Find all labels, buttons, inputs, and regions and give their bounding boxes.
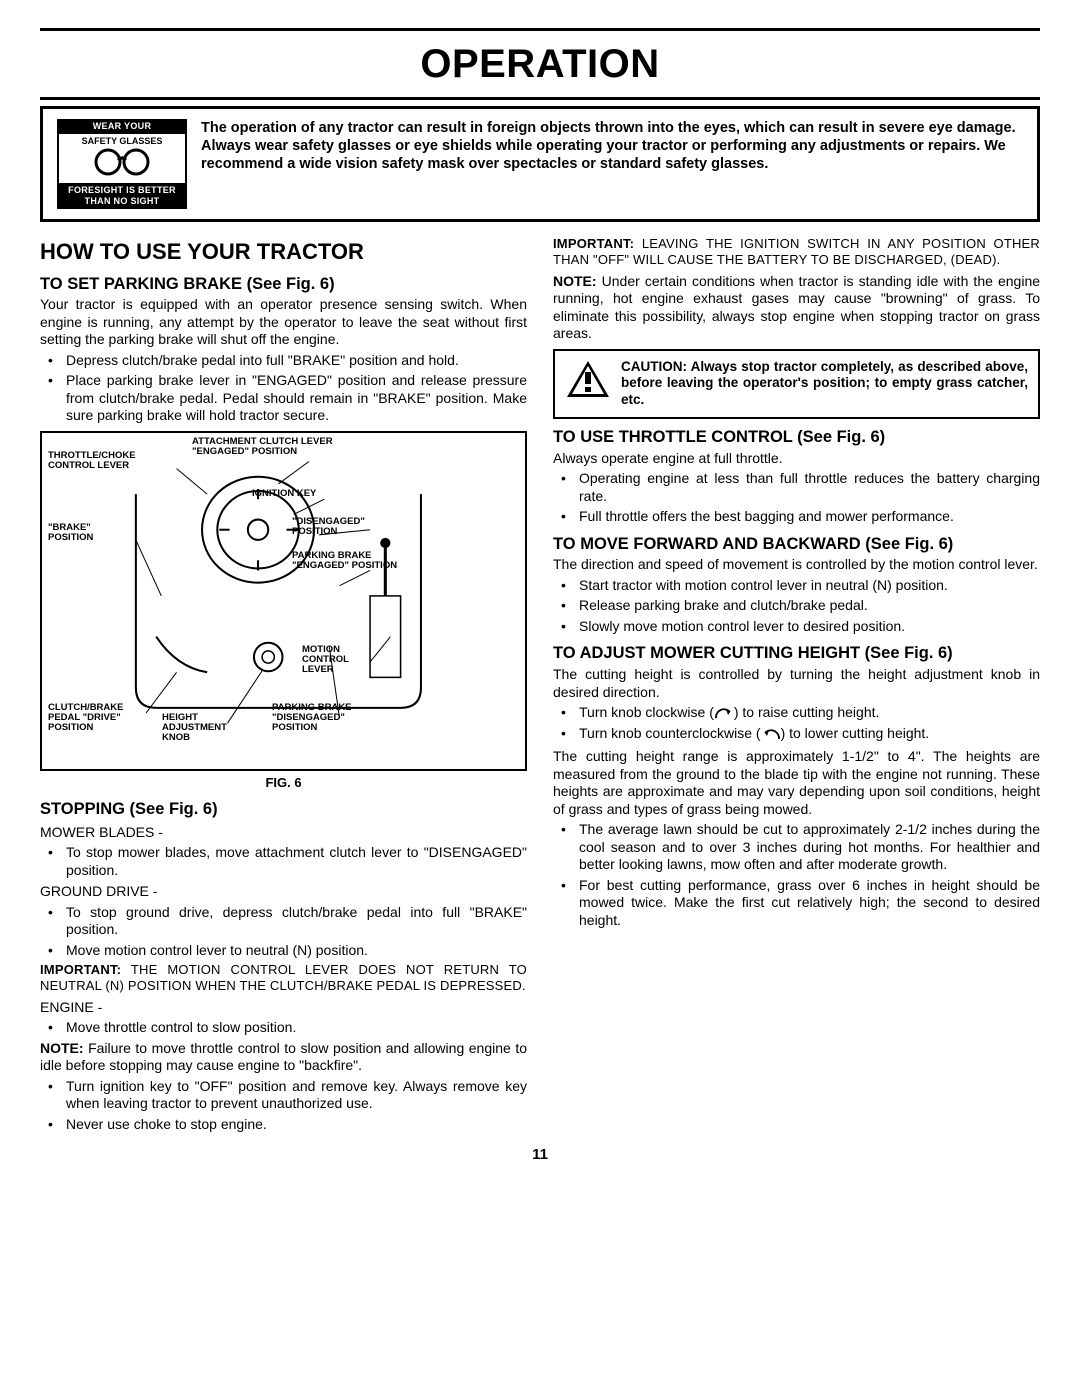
list-item: To stop mower blades, move attachment cl… xyxy=(40,844,527,879)
top-rule xyxy=(40,28,1040,31)
list-item: The average lawn should be cut to approx… xyxy=(553,821,1040,874)
list-item: Operating engine at less than full throt… xyxy=(553,470,1040,505)
mower-blades-list: To stop mower blades, move attachment cl… xyxy=(40,844,527,879)
glasses-icon xyxy=(59,148,185,181)
note-label: NOTE: xyxy=(40,1040,84,1056)
counterclockwise-icon xyxy=(761,727,781,741)
backfire-note: NOTE: Failure to move throttle control t… xyxy=(40,1040,527,1075)
parking-brake-heading: TO SET PARKING BRAKE (See Fig. 6) xyxy=(40,274,527,295)
list-item: Turn ignition key to "OFF" position and … xyxy=(40,1078,527,1113)
badge-mid-text: SAFETY GLASSES xyxy=(59,136,185,147)
parking-brake-text: Your tractor is equipped with an operato… xyxy=(40,296,527,349)
warning-box: WEAR YOUR SAFETY GLASSES FORESIGHT IS BE… xyxy=(40,106,1040,222)
mower-blades-label: MOWER BLADES - xyxy=(40,824,527,842)
list-item: Release parking brake and clutch/brake p… xyxy=(553,597,1040,615)
right-column: IMPORTANT: LEAVING THE IGNITION SWITCH I… xyxy=(553,234,1040,1136)
height-text-2: The cutting height range is approximatel… xyxy=(553,748,1040,818)
how-to-heading: HOW TO USE YOUR TRACTOR xyxy=(40,238,527,266)
move-list: Start tractor with motion control lever … xyxy=(553,577,1040,636)
page-number: 11 xyxy=(40,1146,1040,1165)
important-right: IMPORTANT: LEAVING THE IGNITION SWITCH I… xyxy=(553,236,1040,269)
list-item: Turn knob clockwise ( ) to raise cutting … xyxy=(553,704,1040,722)
note-text-right: Under certain conditions when tractor is… xyxy=(553,273,1040,342)
list-item: Depress clutch/brake pedal into full "BR… xyxy=(40,352,527,370)
caution-label: CAUTION: xyxy=(621,359,687,374)
ground-drive-list: To stop ground drive, depress clutch/bra… xyxy=(40,904,527,960)
height-item-post2: ) to lower cutting height. xyxy=(781,725,930,741)
badge-middle: SAFETY GLASSES xyxy=(57,134,187,182)
height-list-2: The average lawn should be cut to approx… xyxy=(553,821,1040,929)
list-item: Turn knob counterclockwise ( ) to lower c… xyxy=(553,725,1040,743)
height-item-pre2: Turn knob counterclockwise ( xyxy=(579,725,761,741)
caution-icon xyxy=(565,359,611,404)
move-heading: TO MOVE FORWARD AND BACKWARD (See Fig. 6… xyxy=(553,534,1040,555)
throttle-text: Always operate engine at full throttle. xyxy=(553,450,1040,468)
move-text: The direction and speed of movement is c… xyxy=(553,556,1040,574)
title-underline xyxy=(40,97,1040,100)
throttle-heading: TO USE THROTTLE CONTROL (See Fig. 6) xyxy=(553,427,1040,448)
list-item: For best cutting performance, grass over… xyxy=(553,877,1040,930)
list-item: Slowly move motion control lever to desi… xyxy=(553,618,1040,636)
important-label-right: IMPORTANT: xyxy=(553,236,634,251)
list-item: To stop ground drive, depress clutch/bra… xyxy=(40,904,527,939)
badge-bottom: FORESIGHT IS BETTER THAN NO SIGHT xyxy=(57,183,187,210)
caution-text: CAUTION: Always stop tractor completely,… xyxy=(621,359,1028,410)
stopping-heading: STOPPING (See Fig. 6) xyxy=(40,799,527,820)
list-item: Start tractor with motion control lever … xyxy=(553,577,1040,595)
two-column-layout: HOW TO USE YOUR TRACTOR TO SET PARKING B… xyxy=(40,234,1040,1136)
important-note-left: IMPORTANT: THE MOTION CONTROL LEVER DOES… xyxy=(40,962,527,995)
final-list: Turn ignition key to "OFF" position and … xyxy=(40,1078,527,1134)
ground-drive-label: GROUND DRIVE - xyxy=(40,883,527,901)
figure-caption: FIG. 6 xyxy=(40,775,527,791)
tractor-diagram-svg xyxy=(42,433,525,769)
note-text: Failure to move throttle control to slow… xyxy=(40,1040,527,1074)
list-item: Place parking brake lever in "ENGAGED" p… xyxy=(40,372,527,425)
caution-box: CAUTION: Always stop tractor completely,… xyxy=(553,349,1040,420)
clockwise-icon xyxy=(714,706,734,720)
height-item-post: ) to raise cutting height. xyxy=(734,704,880,720)
figure-6-diagram: THROTTLE/CHOKE CONTROL LEVER ATTACHMENT … xyxy=(40,431,527,771)
left-column: HOW TO USE YOUR TRACTOR TO SET PARKING B… xyxy=(40,234,527,1136)
engine-list: Move throttle control to slow position. xyxy=(40,1019,527,1037)
list-item: Never use choke to stop engine. xyxy=(40,1116,527,1134)
browning-note: NOTE: Under certain conditions when trac… xyxy=(553,273,1040,343)
list-item: Move throttle control to slow position. xyxy=(40,1019,527,1037)
list-item: Move motion control lever to neutral (N)… xyxy=(40,942,527,960)
badge-top: WEAR YOUR xyxy=(57,119,187,134)
safety-glasses-badge: WEAR YOUR SAFETY GLASSES FORESIGHT IS BE… xyxy=(57,119,187,209)
height-text: The cutting height is controlled by turn… xyxy=(553,666,1040,701)
height-item-pre: Turn knob clockwise ( xyxy=(579,704,714,720)
page-title: OPERATION xyxy=(40,39,1040,89)
parking-brake-list: Depress clutch/brake pedal into full "BR… xyxy=(40,352,527,425)
important-label: IMPORTANT: xyxy=(40,962,121,977)
throttle-list: Operating engine at less than full throt… xyxy=(553,470,1040,526)
height-list-1: Turn knob clockwise ( ) to raise cutting … xyxy=(553,704,1040,742)
note-label-right: NOTE: xyxy=(553,273,597,289)
list-item: Full throttle offers the best bagging an… xyxy=(553,508,1040,526)
engine-label: ENGINE - xyxy=(40,999,527,1017)
warning-text: The operation of any tractor can result … xyxy=(201,119,1023,173)
height-heading: TO ADJUST MOWER CUTTING HEIGHT (See Fig.… xyxy=(553,643,1040,664)
